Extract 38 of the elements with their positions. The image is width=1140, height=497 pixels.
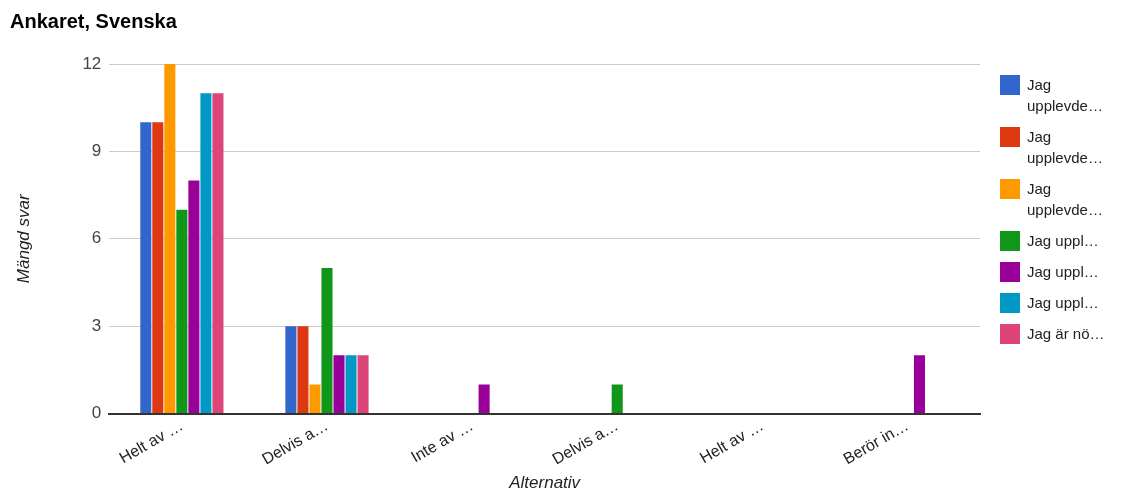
x-tick-label: Helt av … [116,416,186,467]
x-tick-label: Delvis a… [259,416,331,468]
bar [478,384,490,414]
bar [611,384,623,414]
legend-label: Jag uppl… [1027,262,1100,282]
bar [345,355,357,414]
bar [164,64,176,414]
legend-label: Jag uppl… [1027,231,1100,251]
legend-label: Jag upplevde… [1027,127,1104,168]
y-tick-label: 0 [91,403,102,423]
bar [176,209,188,414]
y-tick-label: 9 [91,141,102,161]
y-axis-title: Mängd svar [13,193,33,284]
bar [913,355,925,414]
y-tick-label: 6 [91,228,102,248]
x-axis-title: Alternativ [508,472,582,492]
bar [152,122,164,414]
bar [333,355,345,414]
y-tick-label: 3 [91,315,102,335]
legend-label: Jag upplevde… [1027,179,1104,220]
x-tick-label: Berör in… [840,416,912,468]
bar [321,267,333,414]
x-tick-label: Inte av … [408,416,476,466]
legend-label: Jag uppl… [1027,293,1100,313]
chart-title: Ankaret, Svenska [10,9,178,32]
x-tick-label: Helt av … [696,416,767,467]
bar [285,326,297,414]
y-tick-label: 12 [82,53,102,73]
x-tick-label: Delvis a… [549,416,621,468]
legend-label: Jag upplevde… [1027,75,1104,116]
bar [297,326,309,414]
bar [212,93,224,414]
legend-label: Jag är nö… [1027,324,1106,344]
bar [309,384,321,414]
bar [357,355,369,414]
bar [188,180,200,414]
bar [140,122,152,414]
bar [200,93,212,414]
